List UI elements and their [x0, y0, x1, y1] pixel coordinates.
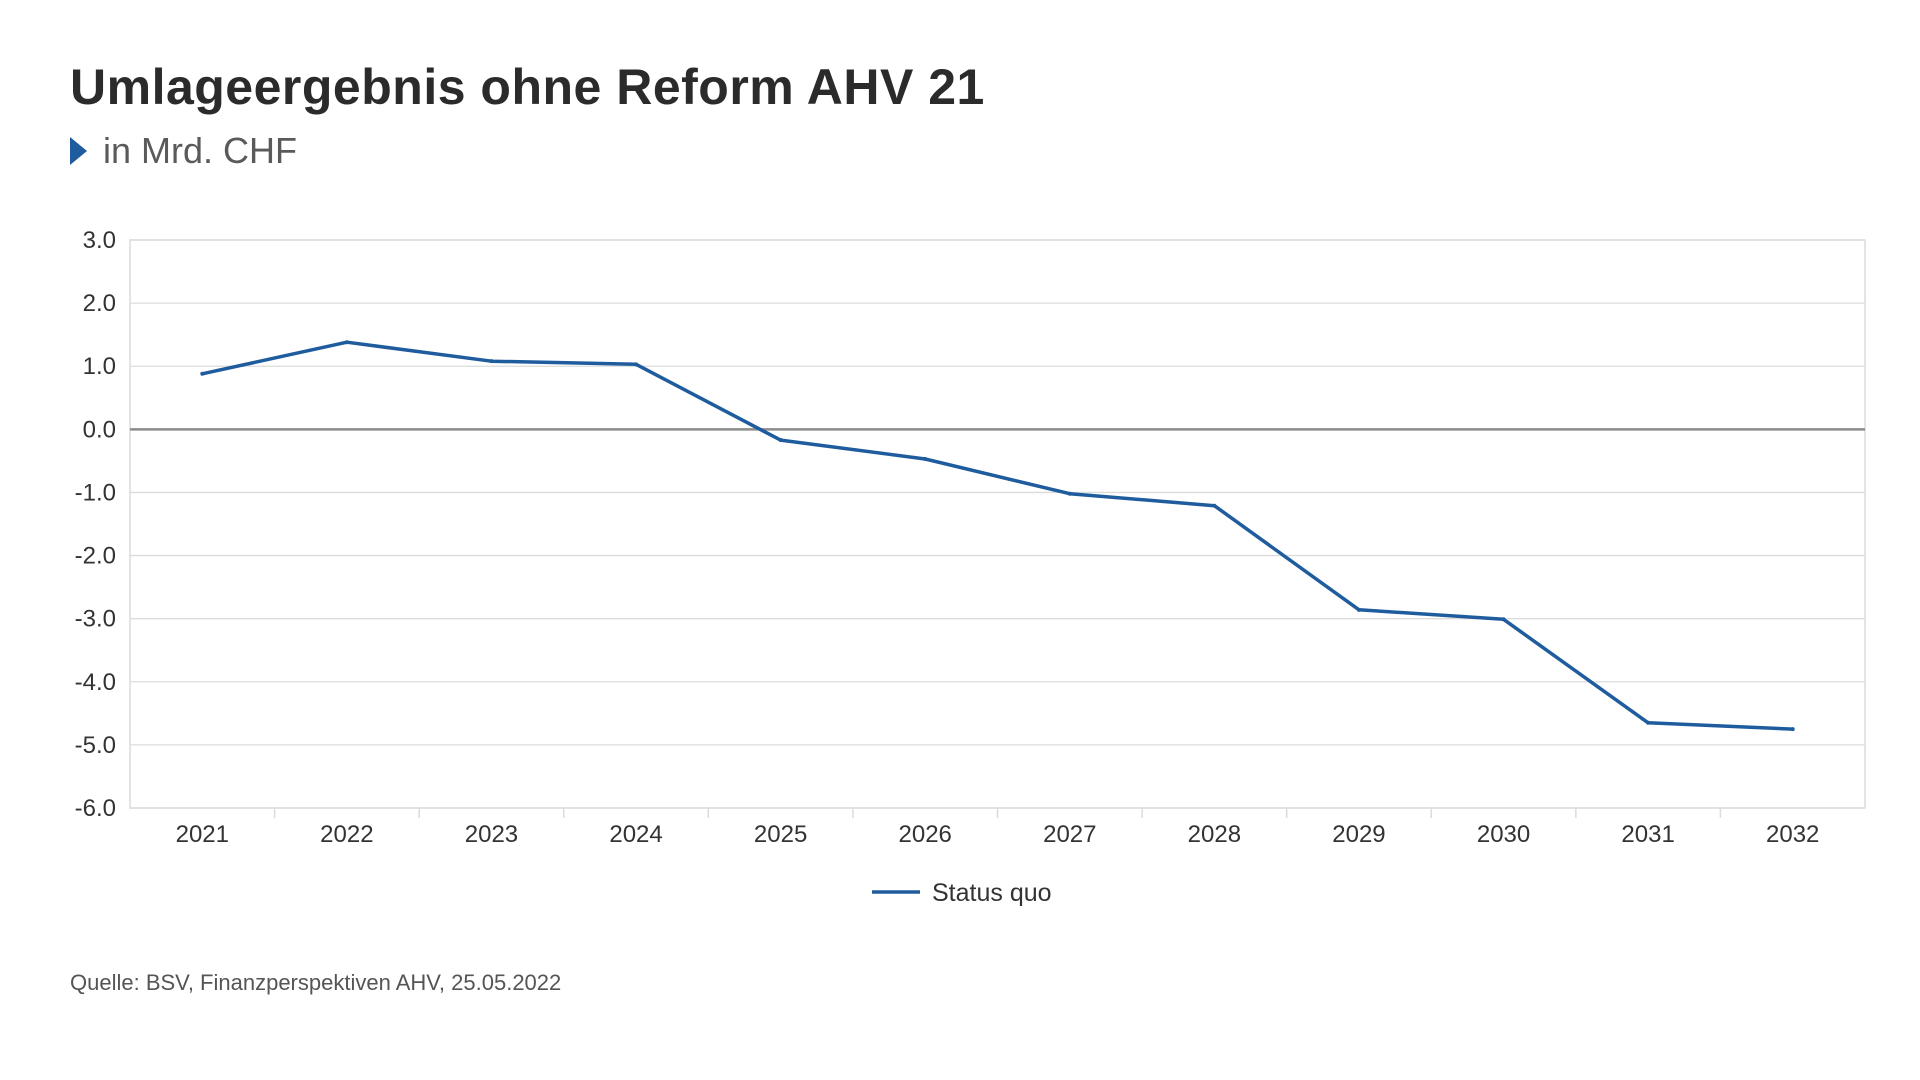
chart-title: Umlageergebnis ohne Reform AHV 21: [70, 59, 985, 115]
chart-subtitle-text: in Mrd. CHF: [103, 130, 298, 171]
x-tick-label: 2025: [754, 821, 807, 848]
series-line-status-quo: [200, 340, 1795, 731]
x-tick-label: 2024: [609, 821, 662, 848]
data-point: [1501, 617, 1506, 622]
data-point: [344, 340, 349, 345]
triangle-marker-icon: [70, 137, 87, 165]
data-point: [1646, 720, 1651, 725]
y-tick-label: 2.0: [83, 290, 116, 317]
plot-area: [129, 239, 1866, 809]
y-tick-label: 1.0: [83, 353, 116, 380]
data-point: [923, 456, 928, 461]
x-tick-label: 2027: [1043, 821, 1096, 848]
data-point: [1212, 503, 1217, 508]
y-tick-label: -4.0: [75, 669, 116, 696]
x-tick-label: 2032: [1766, 821, 1819, 848]
legend-label: Status quo: [932, 879, 1052, 907]
x-tick-label: 2026: [899, 821, 952, 848]
y-tick-label: 0.0: [83, 416, 116, 443]
data-point: [1790, 727, 1795, 732]
x-tick-label: 2028: [1188, 821, 1241, 848]
data-point: [1356, 607, 1361, 612]
x-tick-label: 2029: [1332, 821, 1385, 848]
x-tick-label: 2031: [1621, 821, 1674, 848]
source-note: Quelle: BSV, Finanzperspektiven AHV, 25.…: [70, 970, 562, 995]
y-tick-label: -2.0: [75, 543, 116, 570]
data-point: [634, 362, 639, 367]
y-tick-label: -6.0: [75, 795, 116, 822]
y-tick-label: -3.0: [75, 606, 116, 633]
data-point: [200, 371, 205, 376]
y-tick-label: -1.0: [75, 479, 116, 506]
data-point: [489, 359, 494, 364]
x-tick-label: 2030: [1477, 821, 1530, 848]
data-point: [1067, 491, 1072, 496]
x-tick-label: 2021: [176, 821, 229, 848]
chart-subtitle: in Mrd. CHF: [70, 130, 297, 172]
y-tick-label: -5.0: [75, 732, 116, 759]
x-tick-label: 2023: [465, 821, 518, 848]
x-tick-label: 2022: [320, 821, 373, 848]
data-point: [778, 438, 783, 443]
y-tick-label: 3.0: [83, 227, 116, 254]
